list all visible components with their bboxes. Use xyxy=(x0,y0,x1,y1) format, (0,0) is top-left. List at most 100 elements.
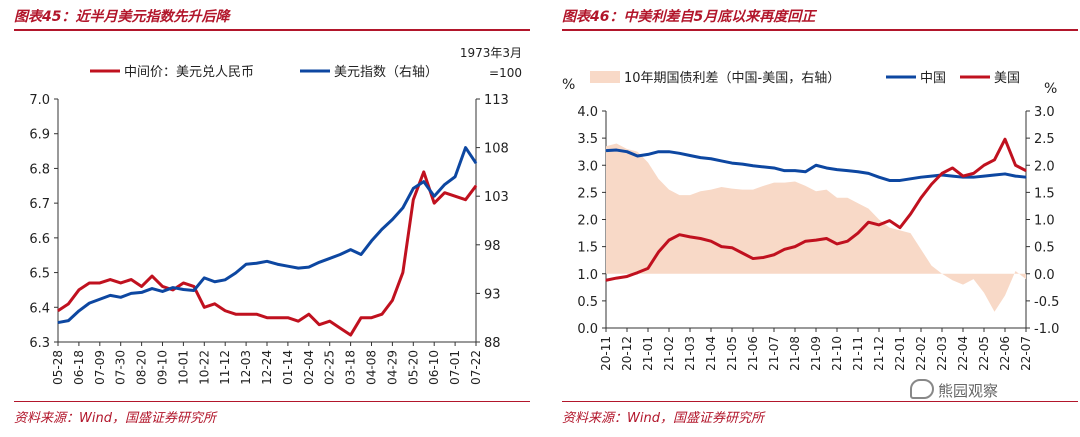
data-point xyxy=(297,267,299,269)
x-tick-label: 21-12 xyxy=(872,336,886,371)
x-tick-label: 04-29 xyxy=(385,350,399,385)
data-point xyxy=(88,302,90,304)
left-chart: 6.3 6.4 6.5 6.6 6.7 6.8 6.9 7.0 88 93 98 103 108 113 0… xyxy=(29,46,522,385)
data-point xyxy=(888,179,891,182)
right-tick-label: 0.0 xyxy=(1034,268,1055,283)
data-point xyxy=(920,176,922,178)
data-point xyxy=(993,159,996,161)
data-point xyxy=(464,147,467,149)
data-point xyxy=(710,240,712,242)
right-title-rule xyxy=(562,29,1078,31)
right-axis-label: % xyxy=(1044,81,1057,97)
data-point xyxy=(203,306,205,308)
right-axis-unit-note: 1973年3月 xyxy=(460,46,522,60)
right-tick-label: 88 xyxy=(484,336,501,351)
data-point xyxy=(689,154,691,157)
right-chart-title: 图表46：中美利差自5月底以来再度回正 xyxy=(562,9,816,25)
right-tick-label: 103 xyxy=(484,190,509,205)
data-point xyxy=(857,232,859,234)
right-tick-label: 93 xyxy=(484,287,501,302)
data-point xyxy=(741,252,744,254)
left-tick-label: 2.5 xyxy=(577,186,598,201)
right-tick-label: 0.5 xyxy=(1034,241,1055,256)
right-source-note: 资料来源：Wind，国盛证券研究所 xyxy=(562,411,764,426)
data-point xyxy=(318,261,320,263)
data-point xyxy=(647,267,649,269)
data-point xyxy=(836,243,838,245)
data-point xyxy=(804,240,807,242)
data-point xyxy=(99,298,101,300)
data-point xyxy=(130,292,132,294)
data-point xyxy=(67,320,70,322)
data-point xyxy=(224,310,226,312)
right-source-rule xyxy=(562,401,1078,402)
left-source-note: 资料来源：Wind，国盛证券研究所 xyxy=(14,411,216,426)
legend-label: 美元指数（右轴） xyxy=(334,65,438,80)
data-point xyxy=(731,162,733,164)
left-source-rule xyxy=(14,401,530,402)
data-point xyxy=(412,199,414,201)
data-point xyxy=(464,199,467,201)
data-point xyxy=(1014,175,1017,177)
data-point xyxy=(423,171,425,173)
data-point xyxy=(1004,173,1006,175)
data-point xyxy=(339,253,341,256)
data-point xyxy=(899,179,901,182)
data-point xyxy=(454,195,456,197)
data-point xyxy=(689,236,691,238)
left-tick-label: 1.0 xyxy=(577,268,598,283)
data-point xyxy=(878,176,880,178)
data-point xyxy=(636,155,639,157)
data-point xyxy=(678,152,681,154)
x-tick-label: 21-02 xyxy=(662,336,676,371)
data-point xyxy=(626,151,628,153)
data-point xyxy=(878,224,880,226)
left-tick-label: 0.5 xyxy=(577,295,598,310)
data-point xyxy=(381,228,383,230)
data-point xyxy=(391,299,393,301)
x-tick-label: 21-07 xyxy=(767,336,781,371)
data-point xyxy=(172,286,174,289)
series-area-spread xyxy=(606,143,1026,312)
data-point xyxy=(57,310,59,312)
right-chart: 0.0 0.5 1.0 1.5 2.0 2.5 3.0 3.5 4.0 -1.0 -0.5 0.0 0.… xyxy=(562,71,1059,371)
data-point xyxy=(1014,164,1017,166)
data-point xyxy=(909,213,912,215)
data-point xyxy=(391,218,393,221)
data-point xyxy=(172,289,174,291)
data-point xyxy=(825,237,828,240)
data-point xyxy=(193,289,195,292)
x-tick-label: 21-03 xyxy=(683,336,697,371)
data-point xyxy=(235,313,237,315)
data-point xyxy=(203,277,205,279)
data-point xyxy=(339,327,341,329)
left-tick-label: 6.6 xyxy=(29,232,50,247)
data-point xyxy=(836,168,838,171)
data-point xyxy=(308,266,310,268)
data-point xyxy=(1004,138,1006,140)
data-point xyxy=(930,175,933,177)
left-tick-label: 6.7 xyxy=(29,197,50,212)
x-tick-label: 09-10 xyxy=(156,350,170,385)
x-tick-label: 12-03 xyxy=(239,350,253,385)
x-tick-label: 20-11 xyxy=(599,336,613,371)
data-point xyxy=(899,227,901,229)
data-point xyxy=(287,265,289,267)
data-point xyxy=(804,171,807,173)
watermark-text: 熊园观察 xyxy=(938,382,999,400)
data-point xyxy=(151,275,153,277)
data-point xyxy=(255,313,258,315)
data-point xyxy=(794,170,796,172)
data-point xyxy=(423,181,425,183)
data-point xyxy=(888,219,891,222)
data-point xyxy=(920,197,922,199)
data-point xyxy=(433,195,435,197)
x-tick-label: 22-03 xyxy=(935,336,949,371)
data-point xyxy=(752,257,754,260)
legend-label: 中国 xyxy=(920,71,946,86)
data-point xyxy=(699,157,702,159)
left-tick-label: 0.0 xyxy=(577,322,598,337)
x-tick-label: 06-18 xyxy=(72,350,86,385)
data-point xyxy=(605,279,607,281)
data-point xyxy=(1025,176,1027,178)
